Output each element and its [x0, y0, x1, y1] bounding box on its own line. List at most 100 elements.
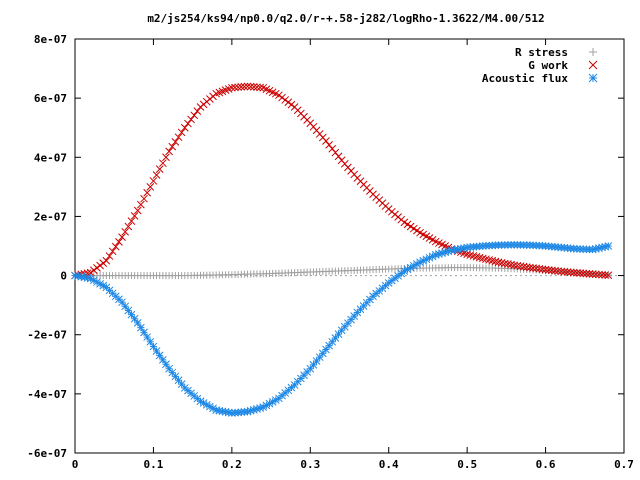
- data-point: [532, 264, 541, 273]
- data-point: [121, 302, 130, 311]
- data-point: [485, 256, 493, 264]
- data-point: [563, 268, 572, 276]
- data-point: [168, 142, 177, 151]
- data-point: [231, 83, 239, 92]
- data-point: [130, 211, 139, 220]
- data-point: [249, 83, 258, 91]
- data-point: [312, 357, 321, 365]
- data-point: [331, 334, 340, 342]
- data-point: [504, 260, 512, 268]
- data-point: [275, 91, 283, 100]
- legend-marker: [589, 48, 597, 56]
- data-point: [158, 159, 167, 168]
- data-point: [140, 328, 148, 337]
- data-point: [246, 82, 255, 91]
- data-point: [598, 270, 606, 279]
- data-point: [566, 268, 575, 277]
- series-0: [71, 264, 612, 280]
- data-point: [115, 238, 123, 246]
- data-point: [133, 206, 142, 215]
- data-point: [573, 269, 581, 277]
- data-point: [510, 261, 519, 270]
- data-point: [89, 266, 98, 275]
- data-point: [243, 82, 252, 91]
- data-point: [137, 323, 145, 332]
- x-tick-label: 0.2: [222, 458, 242, 471]
- data-point: [155, 351, 164, 360]
- y-tick-label: 0: [60, 270, 67, 283]
- data-point: [497, 259, 506, 267]
- data-point: [184, 119, 192, 128]
- data-point: [143, 333, 152, 341]
- data-point: [127, 217, 136, 226]
- data-point: [187, 115, 195, 124]
- data-point: [143, 188, 152, 197]
- data-point: [500, 259, 509, 268]
- series-1: [71, 82, 613, 280]
- x-axis: 0 0.1 0.2 0.3 0.4 0.5 0.6 0.7: [72, 39, 634, 471]
- data-point: [278, 93, 286, 102]
- data-point: [325, 341, 333, 350]
- data-point: [234, 83, 242, 92]
- data-point: [99, 259, 108, 268]
- data-point: [287, 100, 296, 109]
- data-point: [105, 252, 114, 260]
- y-tick-label: 6e-07: [34, 92, 67, 105]
- data-point: [557, 267, 566, 276]
- data-point: [529, 264, 537, 272]
- data-point: [130, 314, 139, 323]
- data-point: [121, 227, 130, 236]
- data-point: [146, 337, 155, 346]
- data-point: [149, 342, 158, 351]
- data-point: [588, 270, 597, 278]
- data-point: [108, 247, 117, 256]
- legend-marker: [588, 73, 598, 83]
- data-point: [124, 222, 133, 231]
- data-point: [535, 264, 544, 273]
- data-point: [569, 268, 578, 277]
- data-point: [322, 345, 330, 354]
- x-tick-label: 0.4: [379, 458, 399, 471]
- data-point: [193, 107, 202, 116]
- data-point: [165, 147, 173, 156]
- data-point: [96, 261, 104, 270]
- data-point: [165, 364, 173, 373]
- data-point: [328, 337, 337, 346]
- legend-label: R stress: [515, 46, 568, 59]
- data-point: [579, 269, 588, 278]
- data-point: [541, 265, 550, 274]
- data-point: [99, 281, 108, 290]
- data-point: [152, 171, 161, 179]
- data-point: [171, 372, 180, 381]
- y-tick-label: 8e-07: [34, 33, 67, 46]
- data-point: [309, 361, 318, 369]
- data-point: [519, 262, 528, 271]
- data-point: [124, 306, 133, 315]
- data-point: [604, 242, 613, 250]
- data-point: [118, 298, 126, 307]
- data-point: [155, 165, 164, 173]
- data-point: [256, 83, 264, 92]
- data-point: [180, 123, 189, 132]
- data-point: [224, 408, 233, 417]
- data-point: [482, 255, 490, 264]
- data-point: [102, 256, 111, 265]
- x-tick-label: 0: [72, 458, 79, 471]
- data-point: [86, 268, 95, 277]
- chart-title: m2/js254/ks94/np0.0/q2.0/r-+.58-j282/log…: [147, 12, 544, 25]
- x-tick-label: 0.1: [143, 458, 163, 471]
- data-point: [516, 262, 525, 271]
- data-point: [488, 256, 497, 265]
- x-tick-label: 0.7: [614, 458, 634, 471]
- data-point: [522, 263, 531, 271]
- data-point: [158, 355, 167, 364]
- data-point: [334, 330, 343, 338]
- data-point: [284, 98, 293, 107]
- x-tick-label: 0.6: [536, 458, 556, 471]
- data-point: [171, 138, 180, 146]
- data-point: [168, 368, 177, 377]
- data-point: [133, 319, 142, 327]
- data-point: [253, 83, 261, 92]
